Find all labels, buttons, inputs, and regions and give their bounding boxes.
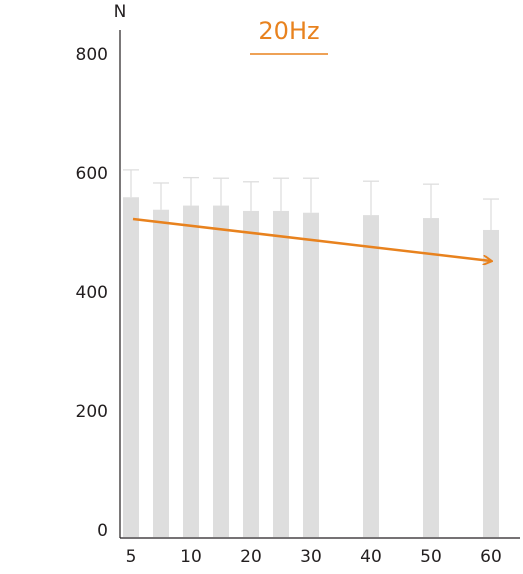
error-bar: [273, 177, 289, 211]
y-tick-label: 400: [76, 283, 108, 303]
error-bar: [153, 182, 169, 210]
x-tick-label: 5: [126, 547, 137, 567]
error-bar: [123, 169, 139, 198]
error-bar: [243, 181, 259, 211]
error-bar: [363, 180, 379, 216]
bar: [363, 215, 379, 538]
y-tick-label: 200: [76, 402, 108, 422]
x-tick-label: 20: [240, 547, 262, 567]
error-bar: [183, 176, 199, 206]
x-tick-label: 10: [180, 547, 202, 567]
y-tick-label: 0: [97, 521, 108, 541]
plot-area: 0 200 400 600 800 5 10 20 30 40 50 60: [76, 45, 502, 567]
bar: [303, 212, 319, 537]
y-tick-label: 600: [76, 164, 108, 184]
bar: [183, 205, 199, 537]
error-bar: [423, 183, 439, 219]
bar: [123, 197, 139, 537]
bar: [213, 205, 229, 537]
bar: [483, 229, 499, 538]
x-tick-label: 60: [480, 547, 502, 567]
x-tick-label: 50: [420, 547, 442, 567]
bar: [153, 209, 169, 537]
error-bar: [213, 177, 229, 206]
trend-arrow: [132, 217, 491, 261]
chart-title: 20Hz: [258, 17, 319, 45]
x-tick-label: 30: [300, 547, 322, 567]
x-tick-label: 40: [360, 547, 382, 567]
y-axis-label: N: [114, 2, 127, 22]
error-bar: [483, 198, 499, 230]
y-tick-label: 800: [76, 45, 108, 65]
bar: [423, 218, 439, 537]
error-bar: [303, 177, 319, 213]
bar: [243, 210, 259, 537]
bar: [273, 210, 289, 537]
